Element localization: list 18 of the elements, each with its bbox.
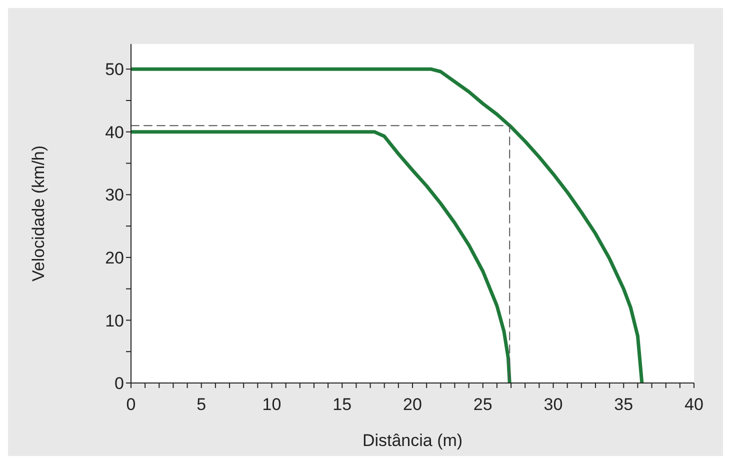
y-tick-label: 20 <box>105 248 124 268</box>
x-tick-label: 40 <box>684 395 704 414</box>
x-tick-label: 20 <box>403 395 422 414</box>
y-tick-label: 40 <box>105 122 124 142</box>
y-axis-title: Velocidade (km/h) <box>29 145 48 282</box>
x-tick-label: 35 <box>614 395 634 414</box>
x-tick-label: 5 <box>196 395 206 414</box>
y-tick-label: 10 <box>105 311 124 330</box>
y-tick-label: 50 <box>105 60 124 80</box>
y-tick-label: 0 <box>114 374 124 394</box>
x-axis-title: Distância (m) <box>362 431 463 450</box>
x-tick-label: 10 <box>262 395 282 414</box>
x-tick-label: 15 <box>332 395 352 414</box>
x-tick-label: 30 <box>544 395 563 414</box>
x-tick-label: 0 <box>126 395 136 414</box>
x-tick-label: 25 <box>473 395 492 414</box>
y-tick-label: 30 <box>105 186 124 205</box>
line-series <box>131 67 644 383</box>
